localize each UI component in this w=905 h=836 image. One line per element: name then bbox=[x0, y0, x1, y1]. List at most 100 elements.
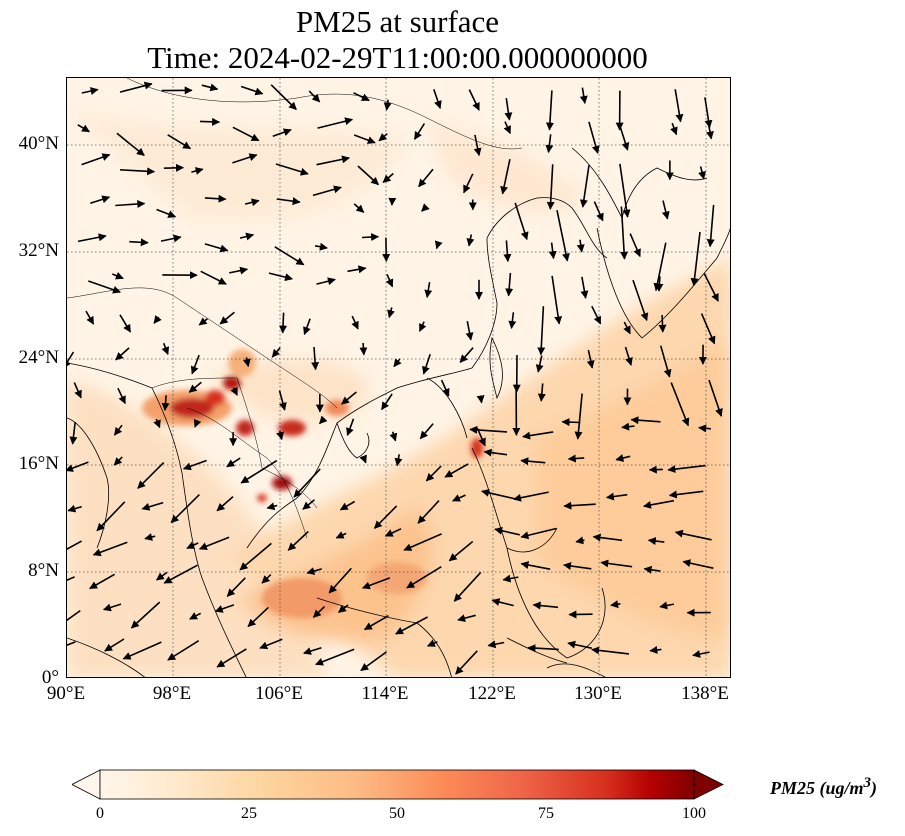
wind-arrow bbox=[129, 238, 149, 247]
colorbar-label: PM25 (ug/m3) bbox=[770, 775, 878, 798]
wind-arrow bbox=[102, 603, 122, 612]
wind-arrow bbox=[491, 598, 514, 607]
wind-arrow bbox=[219, 311, 235, 325]
wind-arrow bbox=[473, 134, 482, 157]
wind-arrow bbox=[574, 393, 583, 440]
wind-arrow bbox=[117, 387, 126, 405]
wind-arrow bbox=[703, 273, 719, 302]
wind-arrow bbox=[384, 528, 402, 537]
wind-arrow bbox=[200, 270, 227, 285]
wind-arrow bbox=[394, 454, 403, 467]
wind-arrow bbox=[170, 494, 200, 524]
wind-arrow bbox=[561, 418, 581, 427]
wind-arrow bbox=[67, 461, 89, 472]
colorbar-gradient bbox=[99, 769, 695, 800]
wind-arrow bbox=[421, 203, 430, 212]
wind-arrow bbox=[341, 391, 357, 405]
wind-arrow bbox=[698, 424, 711, 433]
wind-arrow bbox=[545, 90, 554, 131]
wind-arrow bbox=[81, 87, 99, 95]
wind-arrow bbox=[406, 566, 442, 589]
wind-arrow bbox=[522, 431, 554, 440]
wind-arrow bbox=[268, 272, 293, 282]
wind-arrow bbox=[198, 536, 230, 550]
x-tick-label: 114°E bbox=[361, 683, 409, 704]
wind-arrow bbox=[347, 265, 367, 274]
wind-arrow bbox=[279, 312, 288, 334]
wind-arrow bbox=[708, 379, 723, 417]
wind-arrow bbox=[630, 416, 661, 425]
wind-arrow bbox=[619, 163, 631, 218]
wind-arrow bbox=[306, 567, 323, 575]
wind-arrow bbox=[503, 121, 511, 135]
wind-arrow bbox=[440, 379, 450, 397]
wind-arrow bbox=[272, 128, 292, 138]
wind-arrow bbox=[232, 153, 258, 164]
wind-arrow bbox=[360, 651, 387, 672]
wind-arrow bbox=[476, 427, 486, 447]
wind-arrow bbox=[659, 601, 675, 610]
colorbar-tick-label: 75 bbox=[538, 805, 554, 822]
wind-arrow bbox=[591, 305, 602, 325]
wind-arrow bbox=[659, 345, 672, 378]
wind-arrow bbox=[359, 454, 367, 464]
wind-arrow bbox=[226, 457, 241, 468]
wind-arrow bbox=[463, 173, 474, 194]
wind-arrow bbox=[586, 349, 595, 369]
wind-arrow bbox=[73, 382, 82, 399]
wind-arrow bbox=[120, 167, 156, 176]
wind-arrow bbox=[389, 431, 398, 442]
wind-arrow bbox=[698, 166, 706, 180]
pm25-field-plumes bbox=[67, 108, 730, 677]
wind-arrow bbox=[579, 164, 590, 208]
wind-arrow bbox=[508, 312, 517, 329]
colorbar-tick-label: 50 bbox=[389, 805, 405, 822]
wind-arrow bbox=[692, 650, 710, 658]
wind-arrow bbox=[353, 203, 365, 213]
map-panel bbox=[66, 77, 731, 678]
wind-arrow bbox=[182, 459, 207, 471]
x-tick-label: 138°E bbox=[681, 683, 729, 704]
wind-arrow bbox=[503, 240, 512, 263]
wind-arrow bbox=[190, 354, 200, 375]
wind-arrow bbox=[113, 424, 123, 436]
wind-arrow bbox=[567, 640, 592, 649]
wind-arrow bbox=[466, 234, 475, 247]
wind-arrow bbox=[605, 492, 628, 501]
wind-arrow bbox=[276, 197, 301, 206]
wind-arrow bbox=[216, 648, 247, 668]
wind-arrow bbox=[551, 275, 563, 325]
wind-arrow bbox=[216, 496, 234, 512]
wind-arrow bbox=[115, 200, 146, 208]
wind-arrow bbox=[643, 565, 661, 574]
wind-arrow bbox=[393, 358, 402, 368]
wind-arrow bbox=[161, 342, 170, 356]
wind-arrow bbox=[357, 165, 379, 186]
wind-arrow bbox=[303, 646, 322, 655]
wind-arrow bbox=[240, 459, 278, 484]
wind-arrow bbox=[706, 204, 715, 248]
wind-arrow bbox=[532, 601, 559, 610]
wind-arrow bbox=[247, 606, 269, 628]
wind-arrow bbox=[113, 456, 123, 466]
wind-arrow bbox=[119, 314, 132, 333]
wind-arrow bbox=[201, 83, 219, 92]
wind-arrow bbox=[567, 454, 585, 463]
wind-arrow bbox=[481, 488, 516, 500]
wind-arrow bbox=[619, 126, 630, 151]
wind-arrow bbox=[418, 321, 427, 332]
wind-arrow bbox=[667, 464, 706, 474]
wind-arrow bbox=[395, 616, 428, 635]
wind-arrow bbox=[302, 499, 316, 510]
wind-arrow bbox=[339, 500, 356, 511]
wind-arrow bbox=[661, 200, 670, 220]
wind-vectors bbox=[67, 81, 723, 675]
colorbar-tick-label: 100 bbox=[682, 805, 706, 822]
wind-arrow bbox=[623, 321, 631, 335]
wind-arrow bbox=[353, 134, 376, 144]
wind-arrow bbox=[351, 315, 359, 330]
wind-arrow bbox=[199, 117, 221, 126]
wind-arrow bbox=[115, 347, 130, 361]
wind-arrow bbox=[161, 395, 170, 411]
wind-arrow bbox=[373, 505, 398, 529]
